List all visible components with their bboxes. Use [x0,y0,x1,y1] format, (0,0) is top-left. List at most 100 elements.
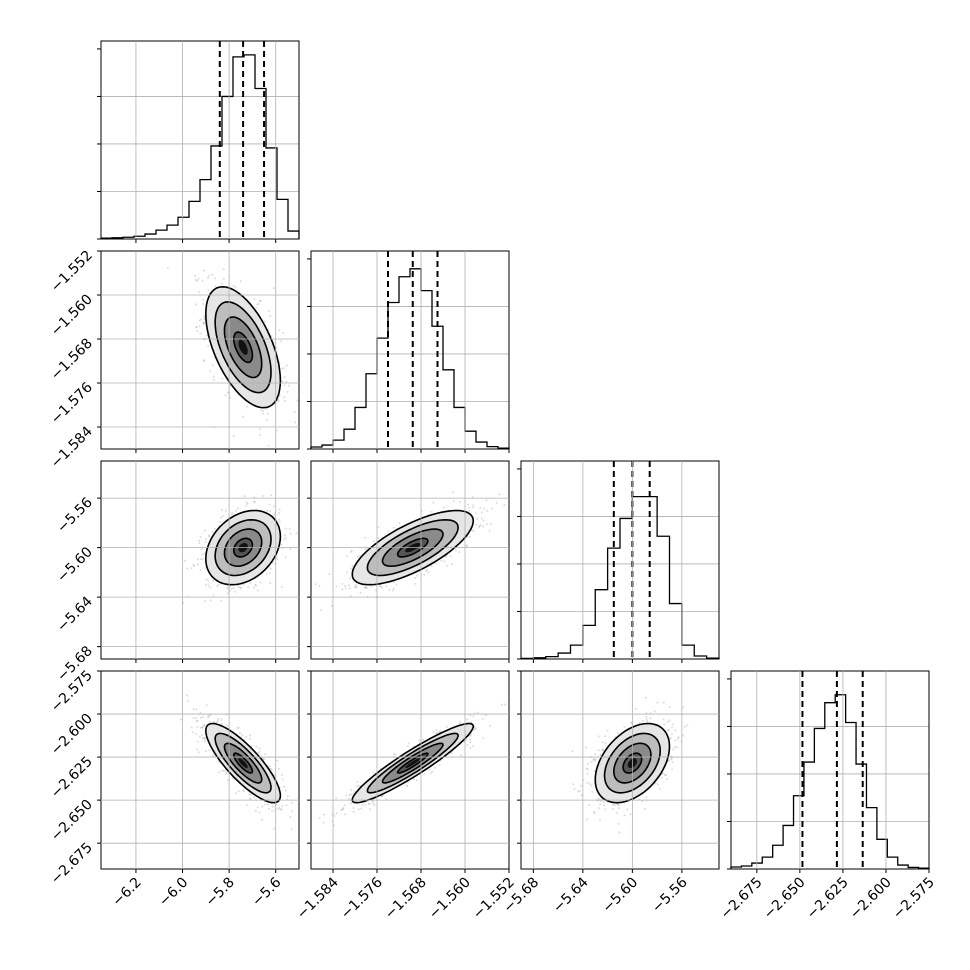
sample-point [503,503,506,506]
sample-point [239,587,242,590]
sample-point [231,511,234,514]
sample-point [469,741,472,744]
sample-point [478,525,481,528]
sample-point [343,804,346,807]
histogram-step-p1 [310,268,510,449]
sample-point [267,444,270,447]
contour-line [233,537,254,558]
sample-point [194,274,197,277]
sample-point [221,769,224,772]
sample-point [195,303,198,306]
sample-point [677,737,680,740]
sample-point [203,321,206,324]
sample-point [472,530,475,533]
sample-point [405,785,408,788]
sample-point [468,535,471,538]
sample-point [183,559,186,562]
sample-point [198,735,201,738]
sample-point [395,583,398,586]
sample-point [258,747,261,750]
sample-point [392,526,395,529]
sample-point [380,795,383,798]
sample-point [392,753,395,756]
sample-point [201,726,204,729]
sample-point [344,587,347,590]
sample-point [495,502,498,505]
sample-point [236,507,239,510]
sample-point [285,804,288,807]
sample-point [364,803,367,806]
sample-point [469,746,472,749]
sample-point [215,720,218,723]
sample-point [281,805,284,808]
sample-point [328,573,331,576]
sample-point [255,745,258,748]
sample-point [220,600,223,603]
sample-point [266,509,269,512]
sample-point [289,816,292,819]
sample-point [249,734,252,737]
sample-point [265,407,268,410]
sample-point [198,319,201,322]
sample-point [318,585,321,588]
sample-point [460,754,463,757]
contour-line [223,528,263,568]
sample-point [371,802,374,805]
sample-point [573,787,576,790]
sample-point [423,573,426,576]
sample-point [473,728,476,731]
sample-point [433,766,436,769]
sample-point [476,711,479,714]
sample-point [430,564,433,567]
sample-point [246,405,249,408]
sample-point [611,803,614,806]
sample-point [245,504,248,507]
sample-point [284,789,287,792]
scatter-panel-p0-p1 [100,250,300,450]
sample-point [444,555,447,558]
sample-point [629,813,632,816]
sample-point [284,556,287,559]
sample-point [370,585,373,588]
sample-point [220,509,223,512]
sample-point [195,708,198,711]
sample-point [216,585,219,588]
sample-point [245,735,248,738]
sample-point [302,521,304,523]
sample-point [221,377,224,380]
sample-point [355,585,358,588]
panel-frame [100,40,300,240]
sample-point [352,810,355,813]
sample-point [450,751,453,754]
sample-point [277,400,280,403]
sample-point [204,600,207,603]
sample-point [209,586,212,589]
sample-point [486,509,489,512]
sample-point [303,839,305,841]
sample-point [254,583,257,586]
scatter-panel-p1-p2 [310,460,510,660]
panel-frame [310,250,510,450]
sample-point [284,534,287,537]
sample-point [203,723,206,726]
sample-point [208,534,211,537]
sample-point [203,737,206,740]
sample-point [379,585,382,588]
sample-point [224,772,227,775]
sample-point [234,590,237,593]
sample-point [432,501,435,504]
sample-point [222,769,225,772]
sample-point [199,569,202,572]
sample-point [275,346,278,349]
sample-point [365,586,368,589]
sample-point [203,359,206,362]
sample-point [446,564,449,567]
sample-point [333,814,336,817]
contour-line [396,537,429,558]
sample-point [205,334,208,337]
density-peak [238,758,248,769]
sample-point [281,778,284,781]
sample-point [468,509,471,512]
sample-point [405,784,408,787]
sample-point [200,733,203,736]
